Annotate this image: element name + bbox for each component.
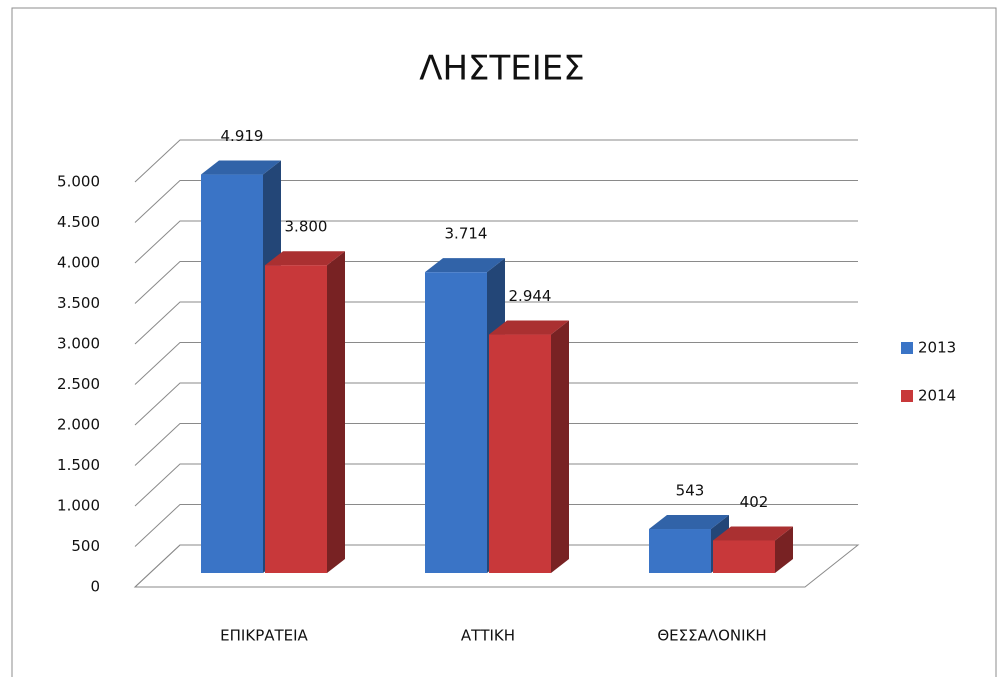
- grid-line: [134, 504, 858, 547]
- value-label: 3.714: [445, 225, 488, 243]
- value-label: 4.919: [221, 127, 264, 145]
- legend-label: 2014: [918, 387, 956, 405]
- value-label: 2.944: [509, 287, 552, 305]
- y-tick-label: 500: [71, 537, 100, 555]
- bar: [649, 529, 711, 573]
- grid-line: [134, 342, 858, 385]
- y-tick-label: 2.500: [57, 375, 100, 393]
- bar-top: [265, 251, 345, 266]
- bar: [489, 334, 551, 573]
- bar-top: [425, 258, 505, 273]
- value-label: 3.800: [285, 218, 328, 236]
- legend-swatch: [901, 342, 913, 354]
- value-label: 543: [676, 482, 705, 500]
- bar-top: [201, 160, 281, 175]
- y-tick-label: 4.000: [57, 254, 100, 272]
- bar: [201, 174, 263, 573]
- y-tick-label: 0: [90, 578, 100, 596]
- bar-side: [327, 251, 345, 573]
- y-tick-label: 1.500: [57, 456, 100, 474]
- grid-line: [134, 544, 858, 588]
- grid-line: [134, 180, 858, 223]
- bar-top: [713, 526, 793, 541]
- x-tick-label: ΕΠΙΚΡΑΤΕΙΑ: [220, 627, 308, 645]
- legend-swatch: [901, 390, 913, 402]
- grid-line: [134, 220, 858, 264]
- bar-side: [551, 320, 569, 573]
- y-tick-label: 5.000: [57, 173, 100, 191]
- grid-line: [134, 423, 858, 466]
- bar: [425, 272, 487, 573]
- chart-title: ΛΗΣΤΕΙΕΣ: [419, 49, 585, 89]
- y-tick-label: 2.000: [57, 416, 100, 434]
- grid-line: [134, 463, 858, 507]
- x-tick-label: ΑΤΤΙΚΗ: [461, 627, 515, 645]
- grid-line: [134, 382, 858, 426]
- bar: [265, 265, 327, 573]
- y-tick-label: 3.500: [57, 294, 100, 312]
- grid-line: [134, 139, 858, 183]
- bar-top: [489, 320, 569, 335]
- value-label: 402: [740, 493, 769, 511]
- grid-line: [134, 261, 858, 304]
- chart-frame: [11, 7, 997, 677]
- x-tick-label: ΘΕΣΣΑΛΟΝΙΚΗ: [657, 627, 766, 645]
- grid-line: [134, 301, 858, 345]
- legend-label: 2013: [918, 339, 956, 357]
- bar: [713, 540, 775, 573]
- y-tick-label: 3.000: [57, 335, 100, 353]
- bar-top: [649, 515, 729, 530]
- bar-side: [775, 526, 793, 573]
- y-tick-label: 1.000: [57, 497, 100, 515]
- y-tick-label: 4.500: [57, 213, 100, 231]
